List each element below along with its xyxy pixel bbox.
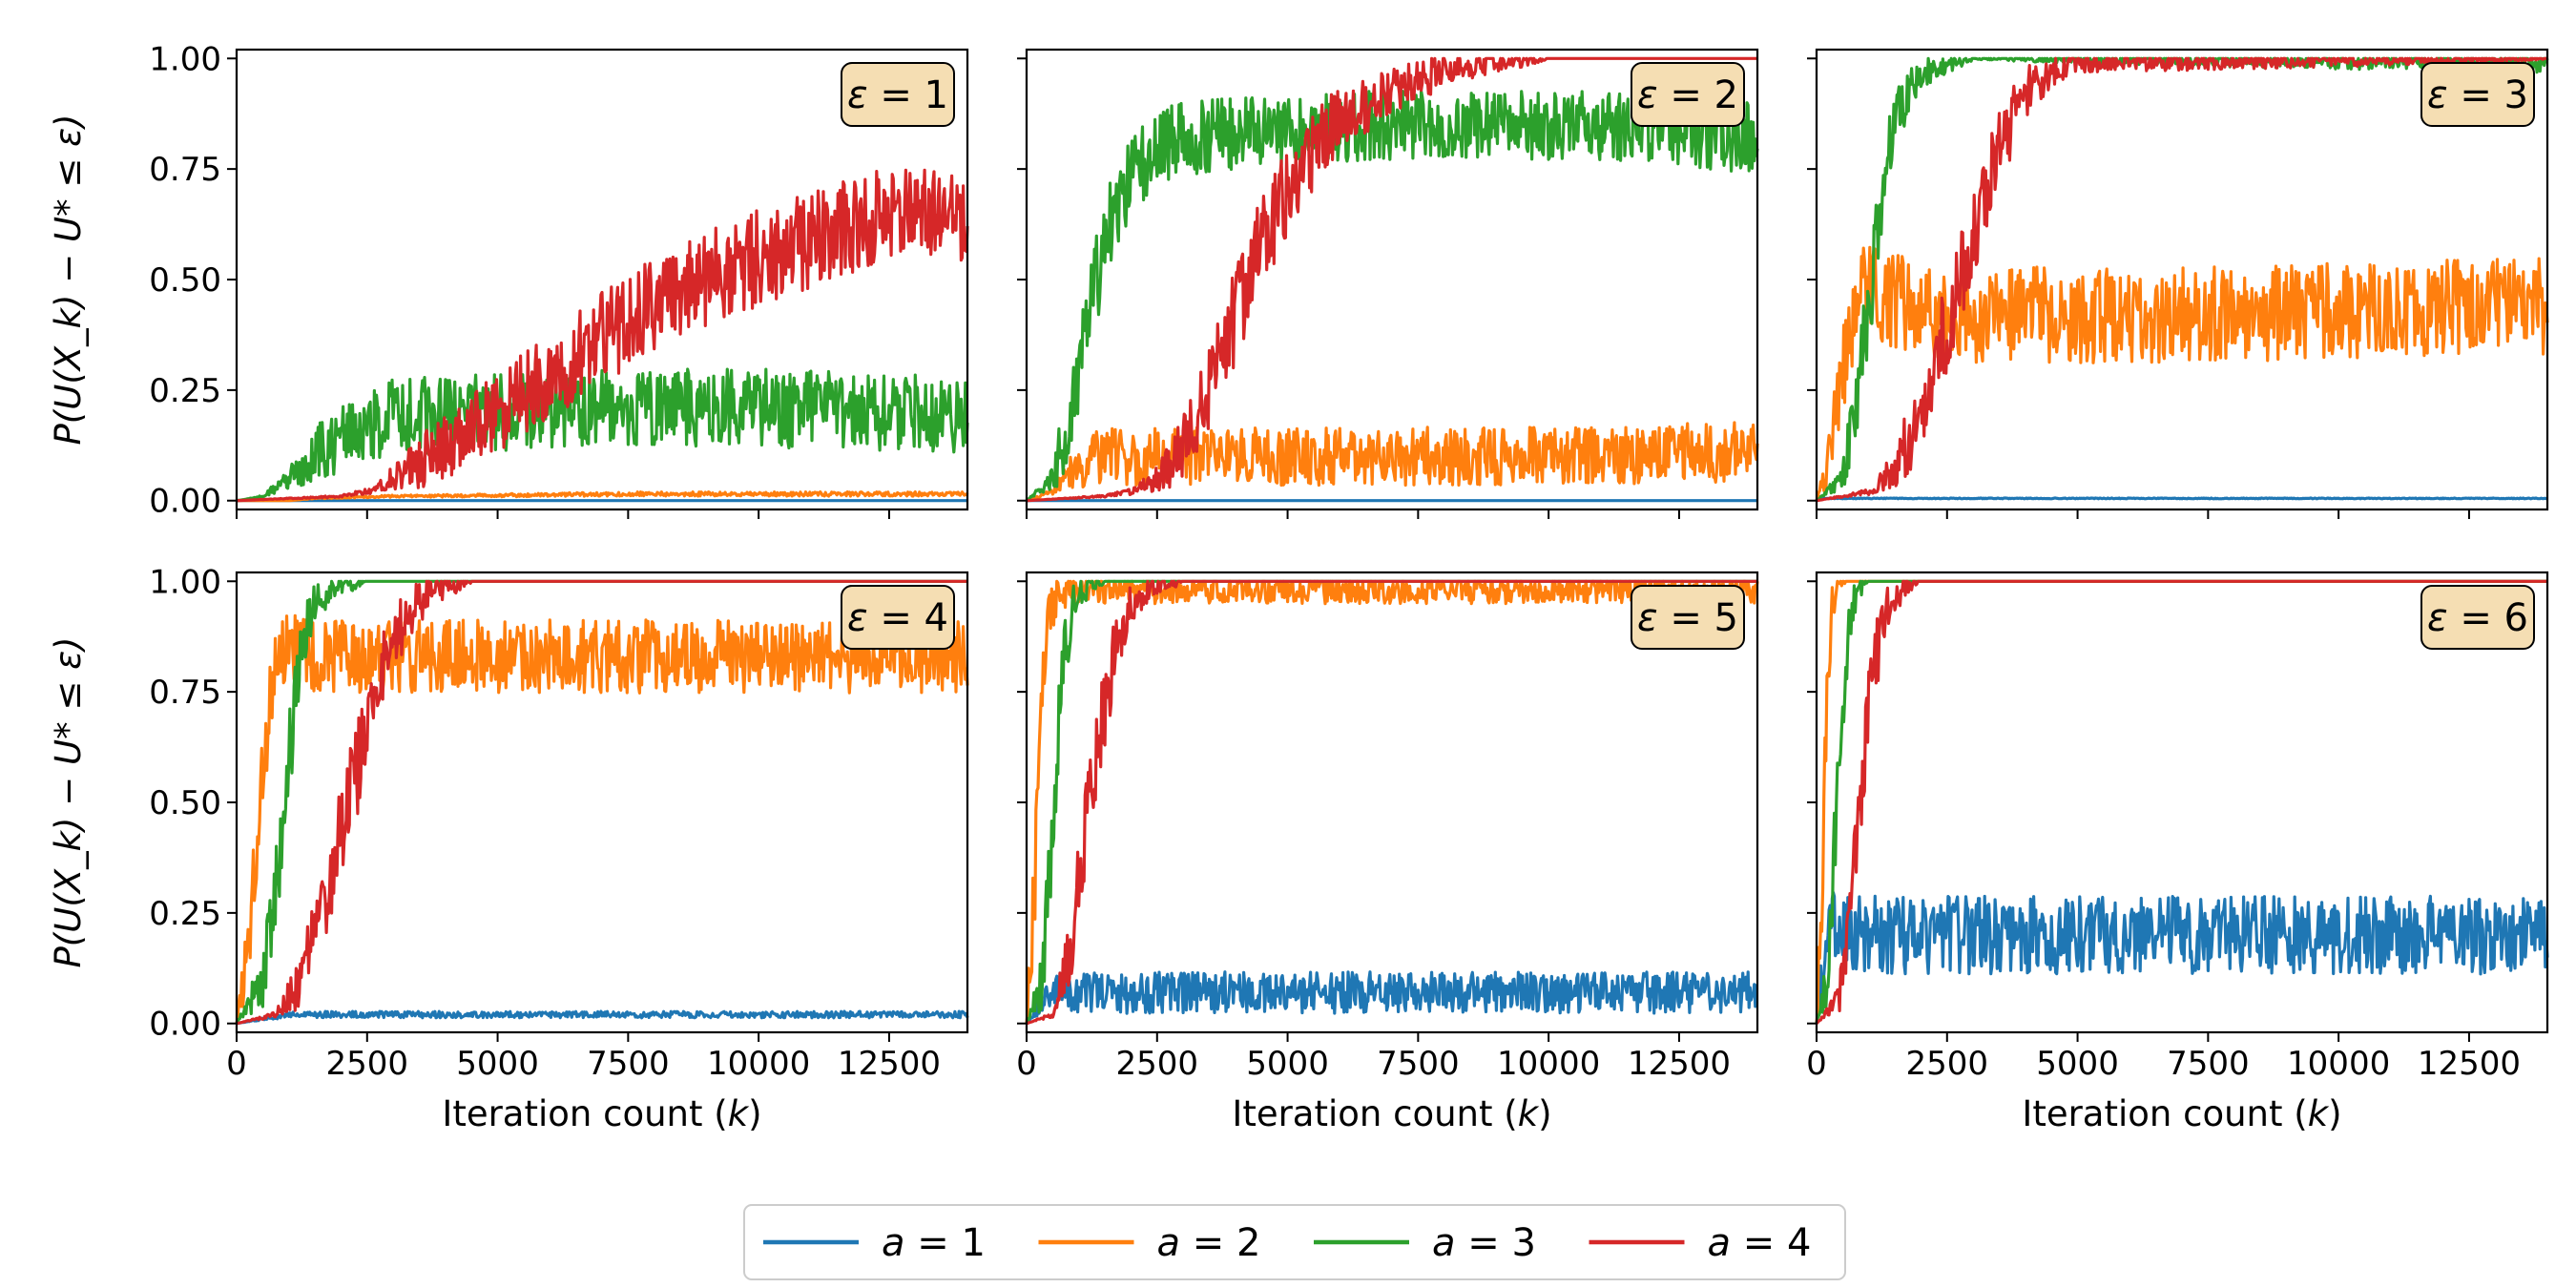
y-tick-label: 1.00 <box>149 40 221 78</box>
series-line-a=2 <box>1815 245 2549 502</box>
legend: a = 1 a = 2 a = 3 a = 4 <box>743 1204 1846 1280</box>
x-tick-label: 5000 <box>2036 1045 2119 1083</box>
x-tick-label: 0 <box>1806 1045 1827 1083</box>
x-tick-label: 2500 <box>326 1045 409 1083</box>
x-tick-label: 12500 <box>2418 1045 2521 1083</box>
subplot-5: 0 2500 5000 7500 10000 12500 ε = 5 Iteration co… <box>1016 571 1759 1134</box>
epsilon-label: ε = 5 <box>1637 596 1738 640</box>
x-tick-label: 7500 <box>1377 1045 1460 1083</box>
x-tick-label: 0 <box>226 1045 247 1083</box>
epsilon-badge <box>2420 585 2535 650</box>
y-axis-label: P(U(X_k) − U* ≤ ε) <box>48 114 89 445</box>
y-tick-label: 0.50 <box>149 784 221 822</box>
y-tick-label: 1.00 <box>149 563 221 601</box>
x-tick-label: 10000 <box>1497 1045 1600 1083</box>
y-tick-label: 0.25 <box>149 372 221 410</box>
series-line-a=4 <box>236 579 968 1026</box>
series-line-a=4 <box>1026 56 1758 503</box>
epsilon-label: ε = 1 <box>847 73 948 117</box>
series-line-a=2 <box>236 490 969 503</box>
y-tick-label: 0.75 <box>149 151 221 189</box>
legend-label: a = 4 <box>1708 1221 1812 1265</box>
series-line-a=1 <box>236 1009 969 1026</box>
epsilon-badge <box>841 62 955 127</box>
y-tick-label: 0.25 <box>149 895 221 933</box>
epsilon-label: ε = 2 <box>1637 73 1738 117</box>
subplot-1: 0.00 0.25 0.50 0.75 1.00 ε = 1 P(U(X_k) − U* ≤… <box>48 40 969 521</box>
epsilon-label: ε = 6 <box>2427 596 2528 640</box>
x-tick-label: 2500 <box>1906 1045 1989 1083</box>
y-tick-label: 0.75 <box>149 674 221 712</box>
legend-label: a = 3 <box>1432 1221 1536 1265</box>
series-line-a=1 <box>1815 890 2549 1024</box>
epsilon-badge <box>2420 62 2535 127</box>
y-tick-label: 0.00 <box>149 1006 221 1044</box>
legend-box <box>743 1204 1846 1280</box>
series-line-a=1 <box>1816 496 2548 501</box>
x-tick-label: 5000 <box>456 1045 539 1083</box>
epsilon-badge <box>841 585 955 650</box>
x-tick-label: 5000 <box>1246 1045 1329 1083</box>
legend-entry-1: a = 1 <box>763 1221 986 1265</box>
series-line-a=3 <box>236 367 969 503</box>
series-line-a=4 <box>1026 579 1758 1026</box>
legend-entry-2: a = 2 <box>1038 1221 1261 1265</box>
series-line-a=1 <box>1025 970 1758 1025</box>
x-tick-label: 10000 <box>707 1045 810 1083</box>
subplot-2: ε = 2 <box>1017 48 1759 519</box>
x-axis-label: Iteration count (k) <box>2022 1093 2341 1134</box>
legend-entry-4: a = 4 <box>1589 1221 1812 1265</box>
x-tick-label: 12500 <box>1628 1045 1731 1083</box>
series-line-a=4 <box>236 168 969 503</box>
series-line-a=4 <box>1815 579 2548 1025</box>
x-tick-label: 10000 <box>2287 1045 2390 1083</box>
subplot-6: 0 2500 5000 7500 10000 12500 ε = 6 Iteration co… <box>1806 571 2549 1134</box>
y-tick-label: 0.00 <box>149 483 221 521</box>
x-axis-label: Iteration count (k) <box>1232 1093 1551 1134</box>
epsilon-label: ε = 3 <box>2427 73 2528 117</box>
x-tick-label: 0 <box>1016 1045 1037 1083</box>
x-tick-label: 12500 <box>838 1045 941 1083</box>
legend-label: a = 2 <box>1157 1221 1261 1265</box>
series-line-a=2 <box>1026 421 1759 503</box>
y-tick-label: 0.50 <box>149 261 221 300</box>
x-tick-label: 2500 <box>1116 1045 1199 1083</box>
subplot-4: 0 2500 5000 7500 10000 12500 0.00 0.25 0.50 0.75 1… <box>48 563 969 1134</box>
y-axis-label: P(U(X_k) − U* ≤ ε) <box>48 636 89 967</box>
series-line-a=4 <box>1816 56 2548 503</box>
epsilon-label: ε = 4 <box>847 596 948 640</box>
legend-label: a = 1 <box>882 1221 986 1265</box>
epsilon-badge <box>1631 62 1745 127</box>
epsilon-badge <box>1631 585 1745 650</box>
series-line-a=2 <box>235 613 969 1025</box>
x-tick-label: 7500 <box>587 1045 670 1083</box>
legend-entry-3: a = 3 <box>1314 1221 1536 1265</box>
x-tick-label: 7500 <box>2167 1045 2250 1083</box>
subplot-3: ε = 3 <box>1807 48 2549 519</box>
x-axis-label: Iteration count (k) <box>442 1093 761 1134</box>
